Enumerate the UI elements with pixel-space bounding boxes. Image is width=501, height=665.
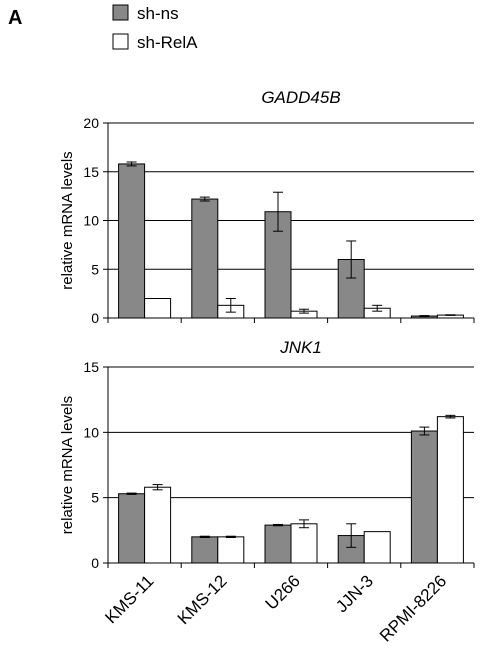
bar-sh-ns-kms-11 (118, 493, 146, 564)
bar-sh-rela-u266 (290, 523, 318, 564)
error-bar-sh-rela-jjn-3 (372, 304, 383, 312)
chart-title: GADD45B (261, 88, 340, 107)
error-bar-sh-ns-kms-11 (126, 161, 137, 167)
error-bar-sh-ns-kms-12 (199, 196, 210, 202)
panel-letter: A (8, 7, 22, 29)
error-bar-sh-ns-rpmi-8226 (419, 426, 430, 436)
y-tick-label: 0 (91, 310, 99, 326)
error-bar-sh-ns-u266 (273, 523, 283, 527)
legend-label-sh-ns: sh-ns (137, 4, 179, 23)
error-bar-sh-rela-u266 (299, 519, 309, 529)
bar-sh-ns-kms-11 (118, 163, 146, 319)
y-tick-label: 15 (83, 164, 99, 180)
error-bar-sh-rela-kms-12 (225, 298, 236, 313)
error-bar-sh-ns-jjn-3 (346, 240, 357, 279)
y-tick-label: 20 (83, 115, 99, 131)
y-tick-label: 0 (91, 555, 99, 571)
bar-sh-rela-kms-11 (144, 298, 172, 319)
legend-label-sh-relA: sh-RelA (137, 33, 198, 52)
bar-sh-ns-rpmi-8226 (410, 430, 438, 564)
category-label-jjn-3: JJN-3 (332, 571, 377, 616)
y-tick-label: 5 (91, 490, 99, 506)
error-bar-sh-ns-rpmi-8226 (419, 315, 430, 318)
category-label-rpmi-8226: RPMI-8226 (376, 571, 450, 645)
chart-gadd45b: GADD45B 0 5 10 15 20 relative mRNA levels (59, 88, 475, 326)
chart-title: JNK1 (279, 338, 322, 357)
bar-sh-rela-kms-12 (217, 536, 245, 564)
legend: sh-ns sh-RelA (112, 4, 198, 52)
y-tick-label: 10 (83, 424, 99, 440)
error-bar-sh-rela-kms-11 (152, 484, 163, 491)
category-label-kms-12: KMS-12 (174, 571, 231, 628)
bar-sh-rela-rpmi-8226 (436, 416, 464, 564)
category-label-kms-11: KMS-11 (101, 571, 157, 627)
error-bar-sh-ns-u266 (273, 191, 283, 232)
bar-sh-rela-jjn-3 (363, 531, 391, 564)
bar-sh-rela-kms-11 (144, 486, 172, 564)
chart-jnk1: JNK1 0 5 10 15 relative mRNA levels (59, 338, 475, 571)
category-label-u266: U266 (262, 571, 304, 613)
error-bar-sh-rela-kms-12 (225, 535, 236, 539)
error-bar-sh-ns-kms-11 (126, 492, 137, 495)
bar-sh-ns-kms-12 (191, 198, 219, 319)
error-bar-sh-rela-rpmi-8226 (445, 414, 456, 419)
legend-swatch-sh-relA (112, 33, 129, 50)
y-axis-label: relative mRNA levels (59, 151, 76, 289)
bar-sh-ns-u266 (264, 524, 292, 564)
y-tick-label: 10 (83, 213, 99, 229)
y-tick-label: 15 (83, 359, 99, 375)
error-bar-sh-rela-rpmi-8226 (445, 314, 456, 316)
y-axis-label: relative mRNA levels (59, 396, 76, 534)
y-tick-label: 5 (91, 261, 99, 277)
error-bar-sh-rela-u266 (299, 308, 309, 314)
bar-sh-ns-kms-12 (191, 536, 219, 564)
error-bar-sh-ns-kms-12 (199, 535, 210, 539)
legend-swatch-sh-ns (112, 4, 129, 21)
error-bar-sh-ns-jjn-3 (346, 523, 357, 548)
